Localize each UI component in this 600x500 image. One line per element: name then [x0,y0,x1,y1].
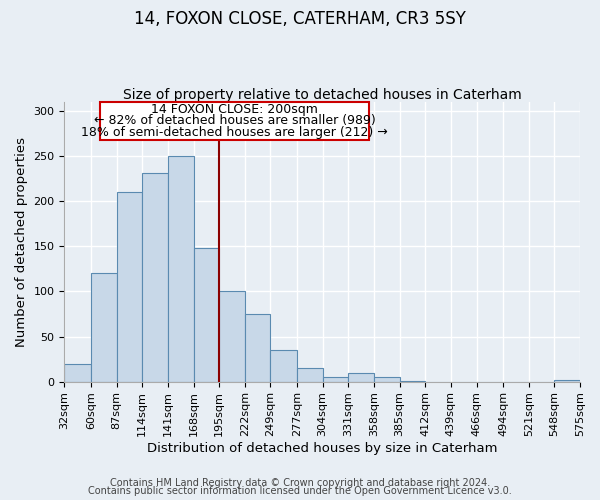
Text: 14, FOXON CLOSE, CATERHAM, CR3 5SY: 14, FOXON CLOSE, CATERHAM, CR3 5SY [134,10,466,28]
Bar [91,274,116,382]
Bar [374,377,400,382]
Bar [64,364,91,382]
Bar [168,156,194,382]
X-axis label: Distribution of detached houses by size in Caterham: Distribution of detached houses by size … [147,442,497,455]
Bar [554,380,580,382]
Bar [400,380,425,382]
Bar [194,248,219,382]
Bar [271,350,297,382]
Title: Size of property relative to detached houses in Caterham: Size of property relative to detached ho… [123,88,521,102]
Y-axis label: Number of detached properties: Number of detached properties [15,137,28,347]
Bar [297,368,323,382]
Bar [116,192,142,382]
Bar [349,372,374,382]
Text: ← 82% of detached houses are smaller (989): ← 82% of detached houses are smaller (98… [94,114,376,128]
Bar [219,292,245,382]
Text: 14 FOXON CLOSE: 200sqm: 14 FOXON CLOSE: 200sqm [151,103,318,116]
Bar [245,314,271,382]
FancyBboxPatch shape [100,102,368,140]
Text: 18% of semi-detached houses are larger (212) →: 18% of semi-detached houses are larger (… [81,126,388,140]
Text: Contains public sector information licensed under the Open Government Licence v3: Contains public sector information licen… [88,486,512,496]
Bar [142,174,168,382]
Text: Contains HM Land Registry data © Crown copyright and database right 2024.: Contains HM Land Registry data © Crown c… [110,478,490,488]
Bar [323,377,349,382]
